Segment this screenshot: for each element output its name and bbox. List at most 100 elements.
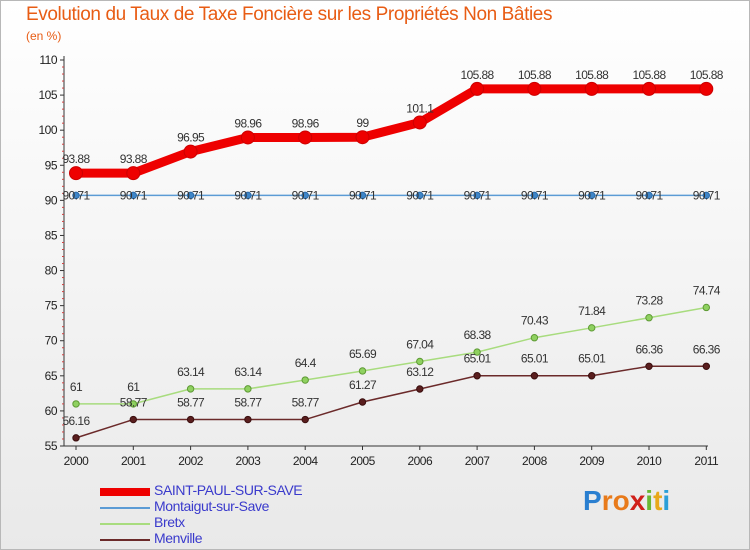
data-labels: 93.88 93.88 96.95 98.96 98.96 99 101.1 105.88 10… [62,68,724,428]
brand-letter: t [653,485,663,516]
data-label: 68.38 [464,328,492,342]
brand-letter: r [601,485,613,516]
data-point [301,191,309,200]
data-point [72,400,80,408]
data-point [301,376,309,384]
data-point [129,415,138,424]
data-label: 63.14 [234,365,262,379]
x-tick-label: 2002 [178,454,204,468]
data-label: 65.69 [349,347,377,361]
brand-letter: i [645,485,654,516]
data-label: 90.71 [177,188,205,202]
data-label: 90.71 [234,188,262,202]
data-point [244,415,252,424]
data-point [470,81,485,96]
data-point [301,415,309,424]
brand-logo: Proxiti [583,485,670,517]
legend-swatch [100,539,150,541]
data-label: 98.96 [234,116,262,130]
chart-subtitle: (en %) [26,29,62,43]
series-line-bretx [76,306,707,405]
x-tick-label: 2003 [236,454,262,468]
data-label: 90.71 [693,188,721,202]
y-tick-label: 55 [45,439,58,453]
data-point [645,314,653,322]
data-point [72,191,80,200]
series-lines [69,81,714,442]
data-label: 73.28 [635,294,663,308]
data-label: 58.77 [177,396,205,410]
data-label: 105.88 [575,68,609,82]
data-point [244,191,252,200]
x-tick-label: 2006 [407,454,433,468]
data-point [126,166,141,181]
data-point [186,191,195,200]
legend-label: Montaigut-sur-Save [154,498,269,514]
data-point [186,415,195,424]
series-line-menville [75,365,707,439]
y-tick-label: 110 [39,53,57,67]
data-label: 105.88 [690,68,724,82]
data-label: 58.77 [120,396,148,410]
data-label: 90.71 [464,188,492,202]
line-chart: 55 60 65 70 75 80 85 90 95 100 105 110 2000 2001 2002 2… [38,53,724,468]
y-tick-label: 75 [45,299,58,313]
data-point [473,348,481,356]
data-label: 66.36 [693,342,721,356]
y-tick-label: 100 [38,123,57,137]
data-point [588,372,596,380]
data-label: 90.71 [120,188,148,202]
y-tick-label: 65 [45,369,58,383]
legend-swatch [100,523,150,525]
data-point [412,115,427,130]
data-point [642,81,656,96]
data-point [416,385,424,393]
data-point [527,81,542,96]
data-point [584,81,599,96]
data-label: 70.43 [521,314,549,328]
data-point [358,367,367,375]
data-label: 61 [127,380,140,394]
x-tick-label: 2007 [465,454,491,468]
data-point [129,191,138,200]
data-label: 90.71 [406,188,434,202]
legend-label: Bretx [154,514,185,530]
data-label: 58.77 [234,396,262,410]
series-line-saint-paul-sur-save [76,84,707,178]
data-point [244,385,252,393]
data-label: 90.71 [62,188,90,202]
data-point [699,81,714,96]
x-tick-label: 2004 [293,454,319,468]
x-tick-label: 2011 [694,454,719,468]
data-label: 93.88 [120,152,148,166]
data-point [530,191,539,200]
data-label: 61.27 [349,378,377,392]
brand-letter: x [629,485,646,516]
data-label: 90.71 [578,188,606,202]
legend-swatch [100,488,150,496]
x-tick-label: 2010 [637,454,663,468]
data-label: 90.71 [292,188,320,202]
legend-label: SAINT-PAUL-SUR-SAVE [154,482,303,498]
data-label: 105.88 [518,68,552,82]
data-label: 105.88 [632,68,666,82]
x-tick-label: 2005 [350,454,376,468]
y-tick-label: 85 [45,228,58,242]
chart-title: Evolution du Taux de Taxe Foncière sur l… [26,4,553,25]
data-label: 64.4 [295,356,317,370]
y-tick-label: 105 [38,88,57,102]
data-label: 105.88 [461,68,495,82]
data-point [588,191,596,200]
y-tick-label: 70 [45,334,58,348]
data-label: 61 [70,380,83,394]
data-label: 93.88 [62,152,90,166]
data-label: 58.77 [292,396,320,410]
data-point [473,191,481,200]
x-tick-label: 2000 [64,454,90,468]
data-label: 65.01 [578,352,606,366]
brand-letter: i [662,485,671,516]
data-label: 65.01 [464,352,492,366]
data-label: 66.36 [635,342,663,356]
data-point [530,334,539,342]
data-label: 90.71 [635,188,663,202]
